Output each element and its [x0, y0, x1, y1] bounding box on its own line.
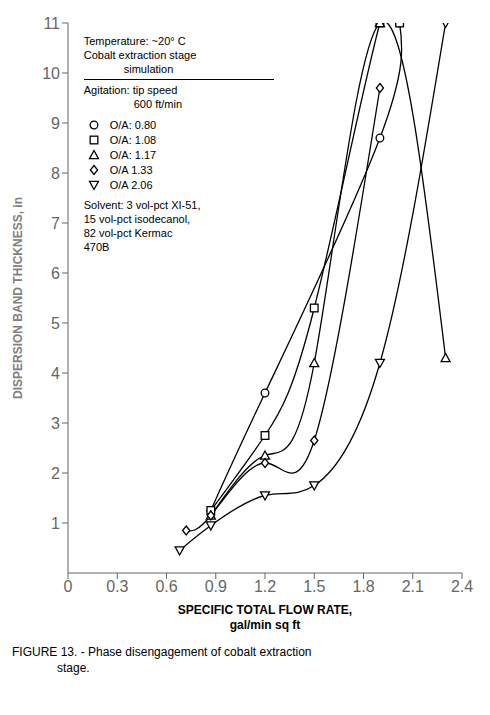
- svg-text:8: 8: [51, 165, 60, 182]
- html-text:FIGURE 13. - Phase disengageme: FIGURE 13. - Phase disengagement of coba…: [12, 645, 312, 659]
- html-text:O/A: 1.17: O/A: 1.17: [109, 148, 157, 161]
- html-text:O/A 1.33: O/A 1.33: [109, 163, 153, 176]
- svg-text:11: 11: [43, 15, 60, 32]
- svg-text:DISPERSION BAND THICKNESS, in: DISPERSION BAND THICKNESS, in: [11, 197, 25, 399]
- svg-text:0.3: 0.3: [106, 578, 128, 595]
- html-text:82 vol-pct Kermac: 82 vol-pct Kermac: [83, 227, 173, 239]
- html-text:gal/min sq ft: gal/min sq ft: [229, 618, 301, 632]
- html-text:stage.: stage.: [57, 661, 90, 675]
- svg-text:0.6: 0.6: [155, 578, 177, 595]
- svg-text:0: 0: [64, 578, 73, 595]
- svg-text:0.9: 0.9: [205, 578, 227, 595]
- svg-text:5: 5: [51, 315, 60, 332]
- html-text:O/A 2.06: O/A 2.06: [109, 178, 153, 191]
- html-text:470B: 470B: [83, 241, 110, 253]
- html-text:simulation: simulation: [123, 63, 174, 75]
- html-text:SPECIFIC TOTAL FLOW RATE,: SPECIFIC TOTAL FLOW RATE,: [177, 603, 353, 617]
- svg-text:7: 7: [51, 215, 60, 232]
- svg-text:4: 4: [51, 365, 60, 382]
- html-text:O/A: 0.80: O/A: 0.80: [109, 118, 157, 131]
- svg-text:1: 1: [51, 515, 60, 532]
- svg-text:2: 2: [51, 465, 60, 482]
- svg-text:1.2: 1.2: [254, 578, 276, 595]
- svg-text:1.5: 1.5: [303, 578, 325, 595]
- svg-text:2.1: 2.1: [402, 578, 424, 595]
- html-text:Agitation: tip speed: Agitation: tip speed: [83, 84, 178, 96]
- svg-text:6: 6: [51, 265, 60, 282]
- html-text:15 vol-pct isodecanol,: 15 vol-pct isodecanol,: [83, 213, 191, 225]
- svg-text:1.8: 1.8: [352, 578, 374, 595]
- html-text:Cobalt extraction stage: Cobalt extraction stage: [83, 49, 197, 61]
- svg-text:3: 3: [51, 415, 60, 432]
- svg-text:9: 9: [51, 115, 60, 132]
- svg-text:2.4: 2.4: [451, 578, 473, 595]
- html-text:600 ft/min: 600 ft/min: [133, 98, 183, 110]
- html-text:O/A: 1.08: O/A: 1.08: [109, 133, 157, 146]
- svg-text:10: 10: [42, 65, 60, 82]
- html-text:Solvent: 3 vol-pct XI-51,: Solvent: 3 vol-pct XI-51,: [83, 199, 201, 211]
- html-text:Temperature: ~20° C: Temperature: ~20° C: [83, 35, 186, 47]
